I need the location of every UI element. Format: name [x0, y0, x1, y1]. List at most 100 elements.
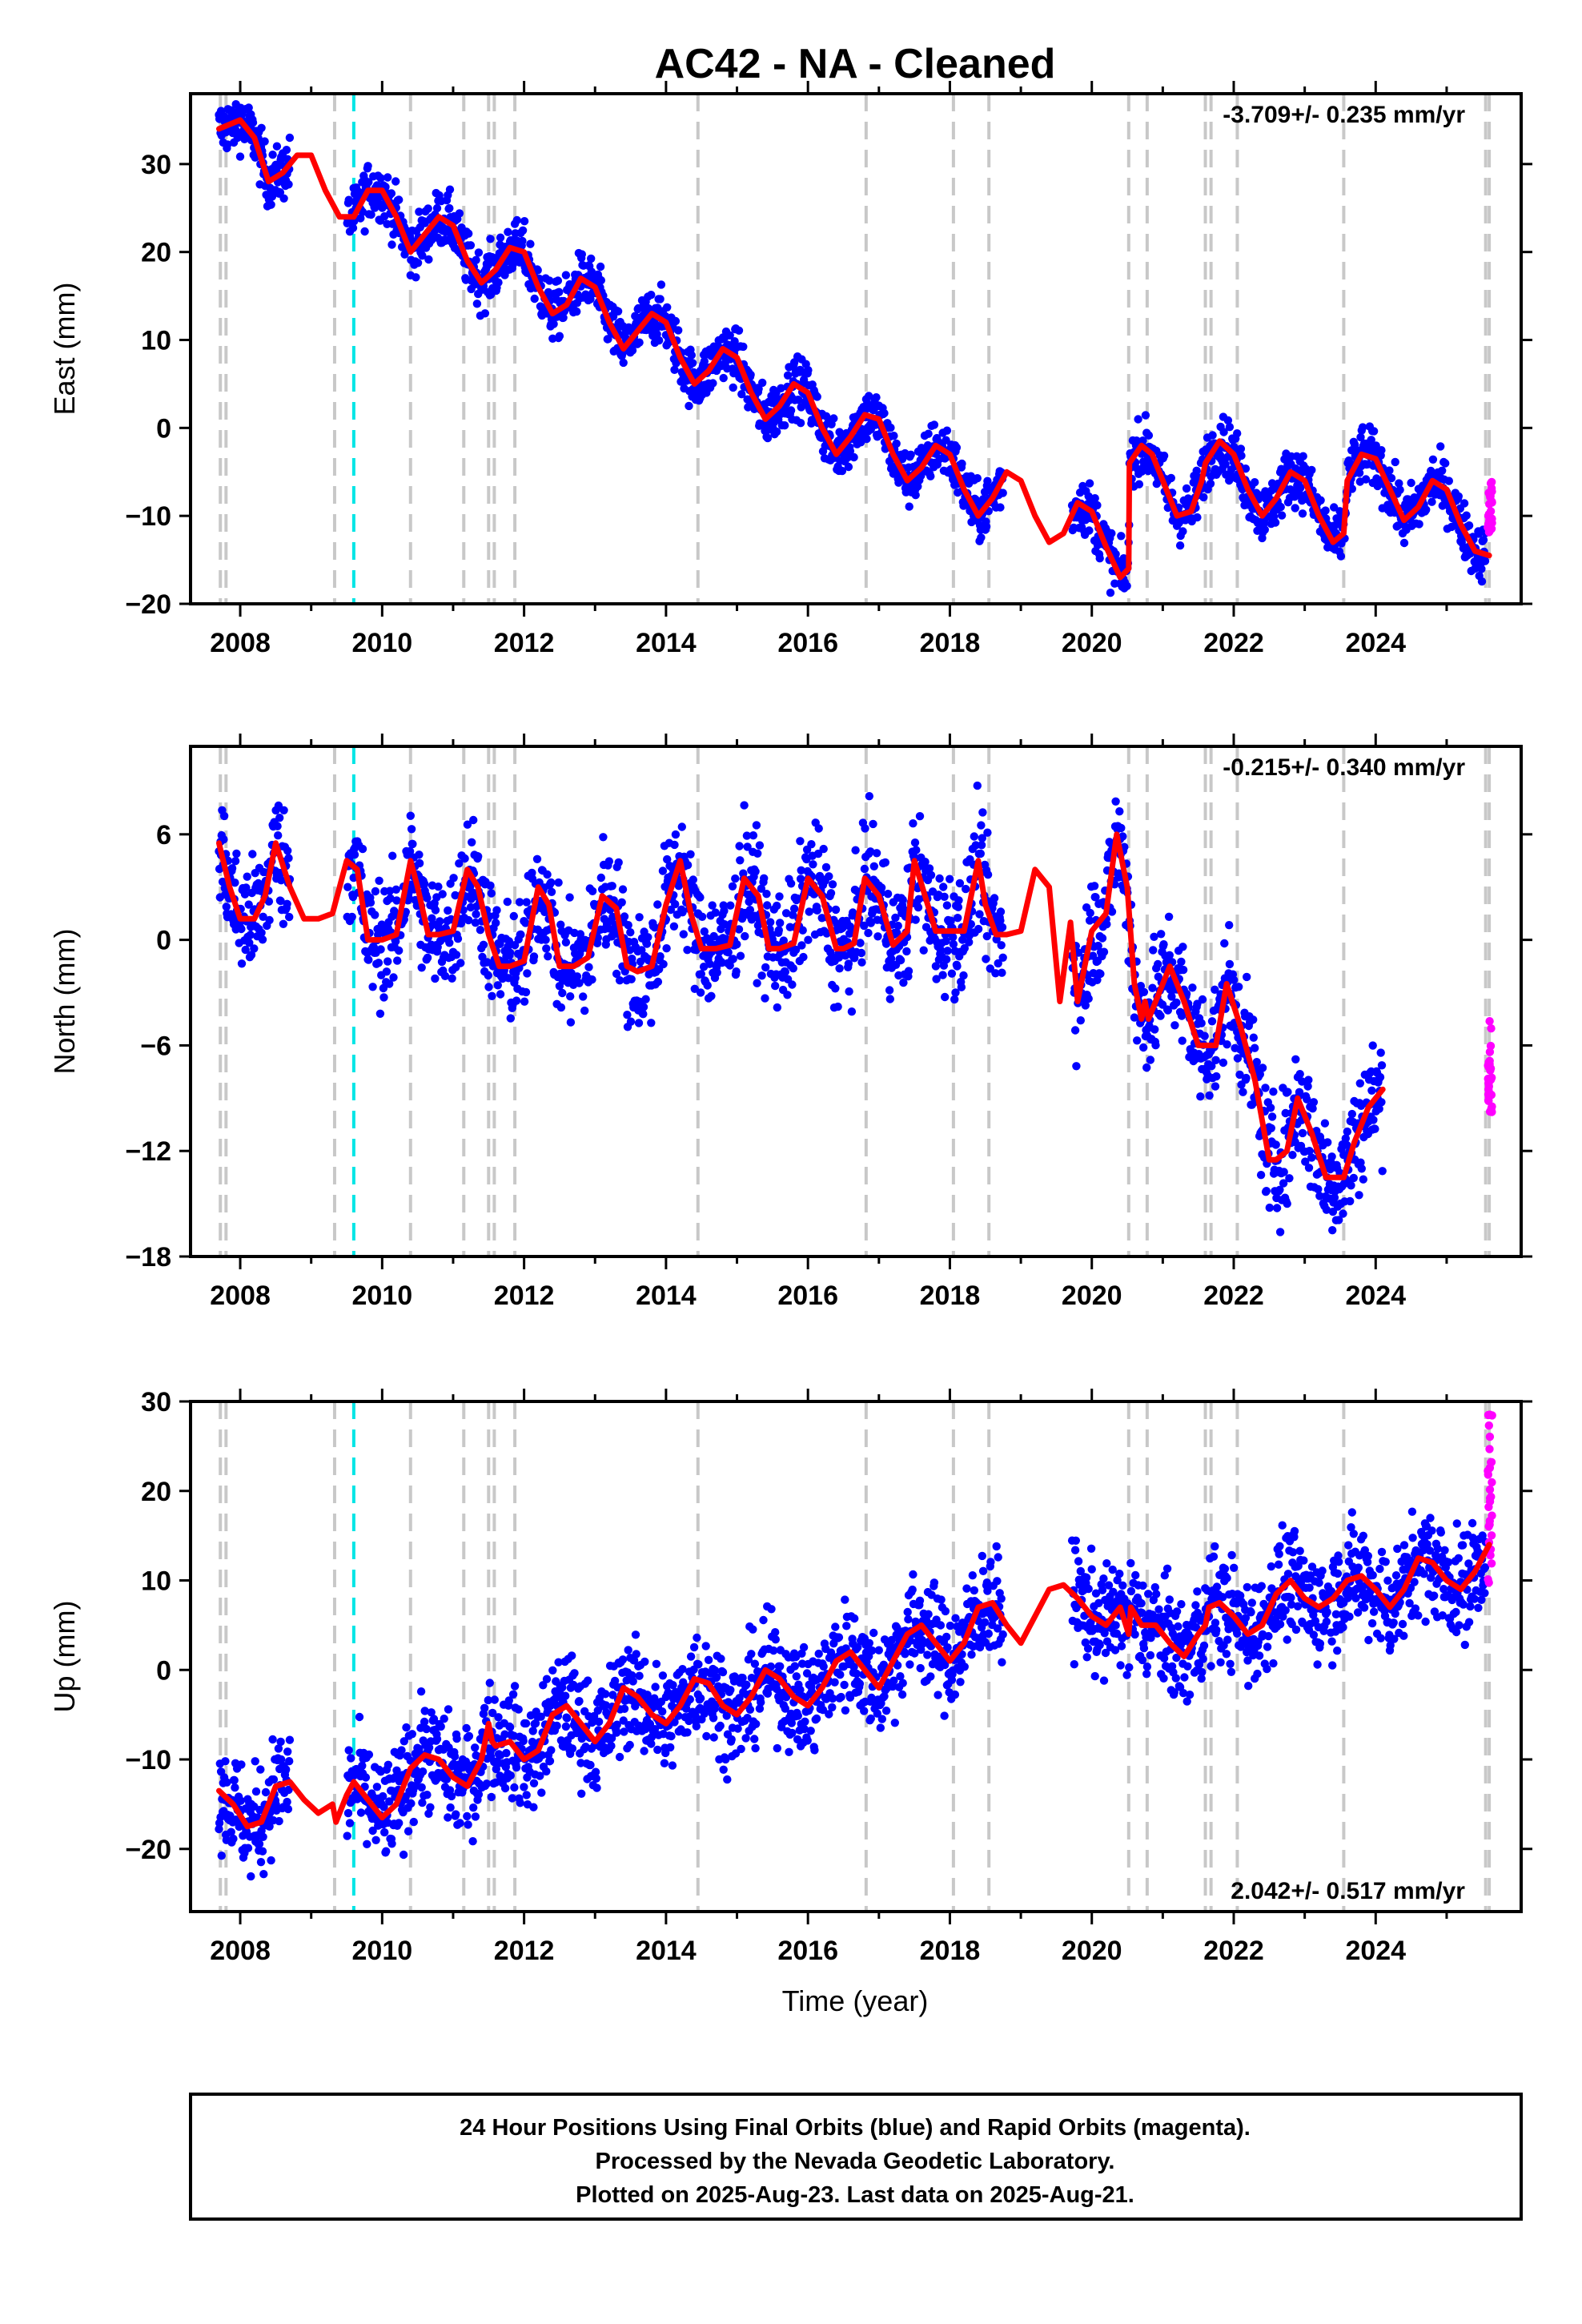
east-point [1316, 496, 1325, 505]
north-point [1435, 0, 1443, 4]
north-point [544, 952, 552, 961]
north-point [415, 858, 424, 868]
north-point [635, 913, 644, 922]
up-point [409, 1817, 418, 1827]
east-point [844, 462, 853, 472]
north-point [1146, 1055, 1155, 1064]
north-point [1130, 1013, 1139, 1022]
east-point [466, 241, 476, 250]
north-point [599, 833, 608, 842]
east-point [555, 287, 564, 296]
north-point [1285, 1174, 1294, 1183]
north-point [431, 974, 440, 983]
up-point [471, 1812, 480, 1821]
up-point [418, 1798, 427, 1807]
north-point [932, 975, 941, 983]
east-point [1251, 478, 1259, 487]
north-point [1468, 0, 1476, 4]
north-point [1252, 1058, 1262, 1067]
north-point [729, 955, 737, 963]
north-point [677, 822, 686, 831]
east-point [1175, 541, 1185, 550]
up-point [446, 1803, 455, 1812]
north-point [805, 907, 813, 916]
north-point [970, 832, 979, 841]
north-point [1387, 0, 1395, 4]
north-point [814, 824, 823, 833]
north-point [1445, 0, 1453, 4]
north-point [1430, 0, 1438, 4]
east-point [472, 255, 480, 264]
north-point [1476, 0, 1484, 4]
north-model-line [216, 831, 1386, 1180]
north-point [1463, 0, 1471, 4]
north-point [521, 987, 531, 997]
north-point [516, 930, 525, 939]
north-point [1468, 0, 1476, 4]
up-point [383, 1760, 393, 1769]
up-point [447, 1791, 456, 1801]
north-point [440, 971, 450, 981]
east-point [1206, 479, 1215, 489]
north-point [1400, 0, 1408, 4]
north-point [1442, 0, 1450, 4]
north-point [1212, 1072, 1221, 1081]
north-point [773, 1003, 781, 1012]
north-point [1281, 1108, 1290, 1118]
north-point [620, 912, 629, 921]
north-point [1415, 0, 1423, 4]
north-point [522, 898, 531, 907]
north-point [1444, 0, 1452, 4]
north-rapid-orbit-points [1484, 1017, 1496, 1116]
north-point [1416, 0, 1424, 4]
north-point [1225, 921, 1234, 930]
north-point [1393, 0, 1401, 4]
north-point [1466, 0, 1474, 4]
north-point [1328, 1226, 1337, 1235]
up-point [230, 1775, 239, 1785]
north-point [1139, 987, 1149, 997]
north-point [779, 936, 788, 945]
east-point [796, 419, 805, 428]
north-point [460, 854, 469, 863]
east-point [1219, 428, 1228, 436]
north-point [700, 927, 709, 936]
north-point [1382, 0, 1390, 4]
north-point [1447, 0, 1456, 4]
east-point [865, 392, 873, 400]
north-point [797, 941, 806, 950]
north-point [566, 1018, 576, 1027]
north-point [1459, 0, 1467, 4]
north-point [1401, 0, 1409, 4]
north-rate-label: -0.215+/- 0.340 mm/yr [1223, 754, 1465, 781]
north-point [1335, 1216, 1343, 1224]
up-point [285, 1735, 295, 1744]
north-point [796, 875, 805, 883]
north-point [1211, 985, 1219, 995]
north-point [506, 1014, 515, 1023]
north-point [983, 870, 993, 879]
north-point [1303, 1082, 1312, 1091]
east-point [1111, 549, 1120, 559]
north-point [417, 963, 426, 972]
north-point [264, 897, 274, 906]
north-point [1456, 0, 1464, 4]
east-point [275, 188, 285, 197]
north-point [488, 991, 496, 1001]
north-point [1399, 0, 1407, 4]
north-point [869, 819, 877, 829]
east-point [862, 434, 871, 444]
north-point [243, 872, 251, 881]
north-point [1295, 1088, 1304, 1097]
north-point [1407, 0, 1415, 4]
east-point [613, 307, 623, 316]
north-point [1419, 0, 1427, 4]
north-point [921, 858, 930, 866]
north-point [492, 919, 500, 927]
north-point [1170, 1021, 1179, 1030]
north-point [364, 955, 373, 964]
east-point [911, 491, 920, 500]
north-point [1200, 1031, 1209, 1040]
north-point [274, 801, 283, 810]
